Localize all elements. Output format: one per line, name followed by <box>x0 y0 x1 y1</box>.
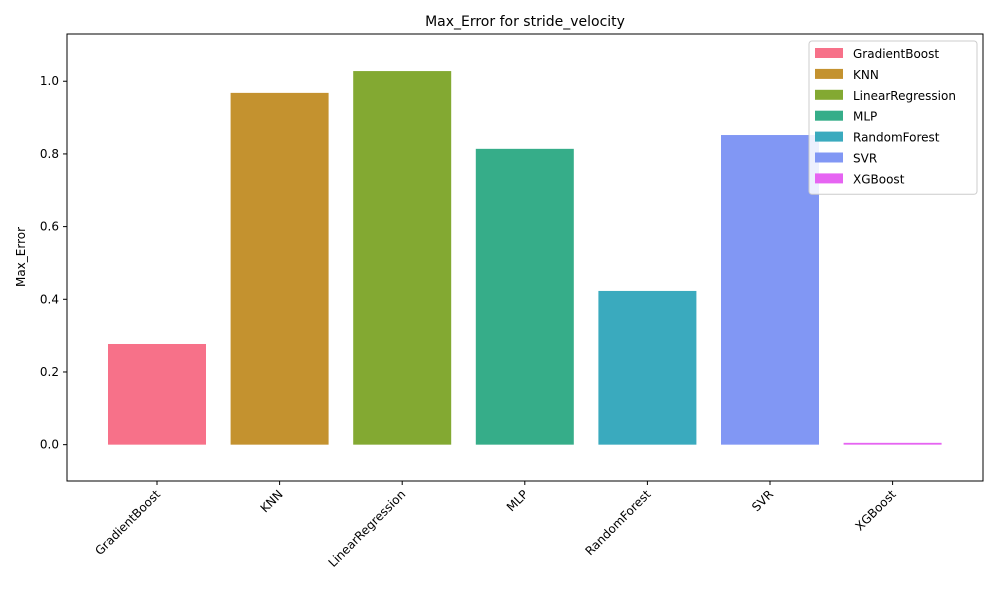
x-tick-label-knn: KNN <box>258 487 286 515</box>
x-tick-label-randomforest: RandomForest <box>582 487 653 558</box>
bar-svr <box>721 135 819 445</box>
y-tick-label: 0.6 <box>40 220 59 234</box>
y-tick-label: 0.8 <box>40 147 59 161</box>
legend-swatch-randomforest <box>815 131 843 142</box>
bar-mlp <box>475 148 574 445</box>
legend-label-svr: SVR <box>853 152 877 166</box>
plot-frame <box>66 33 984 482</box>
y-tick-label: 1.0 <box>40 74 59 88</box>
legend-label-gradientboost: GradientBoost <box>853 47 939 61</box>
legend-box <box>808 40 978 195</box>
legend-label-mlp: MLP <box>853 110 877 124</box>
y-tick-label: 0.4 <box>40 292 59 306</box>
legend-swatch-svr <box>815 152 843 163</box>
chart-title: Max_Error for stride_velocity <box>425 14 625 30</box>
bar-gradientboost <box>108 343 206 445</box>
x-tick-label-xgboost: XGBoost <box>852 487 898 533</box>
x-tick-label-gradientboost: GradientBoost <box>92 487 163 558</box>
legend-label-linearregression: LinearRegression <box>853 89 956 103</box>
y-tick-label: 0.2 <box>40 365 59 379</box>
x-tick-label-mlp: MLP <box>504 487 531 514</box>
legend-swatch-xgboost <box>815 173 843 184</box>
x-tick-label-linearregression: LinearRegression <box>326 487 409 570</box>
bar-knn <box>230 92 329 445</box>
legend-label-xgboost: XGBoost <box>853 172 905 186</box>
legend-label-randomforest: RandomForest <box>853 131 940 145</box>
legend-label-knn: KNN <box>853 68 879 82</box>
y-axis-label: Max_Error <box>14 227 28 287</box>
legend-swatch-mlp <box>815 110 843 121</box>
x-tick-label-svr: SVR <box>749 487 776 514</box>
y-ticks-group: 0.0 0.2 0.4 0.6 0.8 1.0 <box>40 74 67 452</box>
bar-xgboost <box>843 442 942 445</box>
bar-randomforest <box>598 290 697 445</box>
legend: GradientBoost KNN LinearRegression MLP Rando… <box>808 40 978 195</box>
y-tick-label: 0.0 <box>40 438 59 452</box>
legend-swatch-knn <box>815 68 843 79</box>
x-ticks-group: GradientBoost KNN LinearRegression MLP Rando… <box>92 481 899 570</box>
legend-swatch-linearregression <box>815 89 843 100</box>
legend-swatch-gradientboost <box>815 48 843 58</box>
bars-group <box>108 71 942 445</box>
bar-linearregression <box>353 71 452 445</box>
